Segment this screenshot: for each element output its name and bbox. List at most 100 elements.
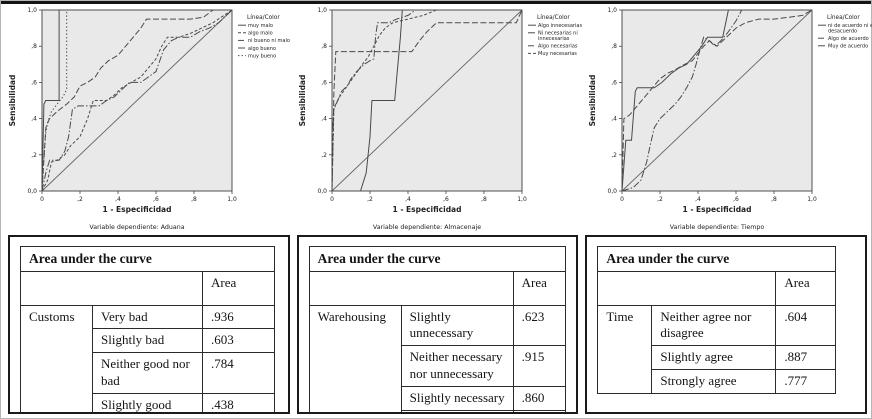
area-column-header: Area — [512, 270, 566, 306]
category-label-cell: Slightly agree — [651, 345, 777, 371]
roc-curve-muy-malo — [41, 9, 232, 192]
header-empty-cell — [308, 270, 514, 306]
x-tick-label: ,6 — [443, 196, 449, 203]
legend-item-label: Muy de acuerdo — [828, 44, 868, 50]
category-label-cell: Very necessary — [400, 410, 514, 412]
area-value-cell: .777 — [775, 369, 837, 395]
area-value-cell: .438 — [201, 393, 276, 412]
y-tick-label: 0,0 — [27, 188, 37, 195]
y-tick-label: 1,0 — [317, 7, 327, 14]
y-tick-label: ,4 — [611, 116, 617, 123]
x-axis-label: 1 - Especificidad — [393, 205, 462, 214]
table-row: Slightly necessary .860 — [309, 386, 566, 411]
group-label-cell: Customs — [20, 304, 93, 412]
x-tick-label: 1,0 — [227, 196, 237, 203]
legend-item-label: ni de acuerdo ni en — [828, 23, 872, 29]
roc-plot-svg: 0 ,2 ,4 ,6 ,8 1,0 0,0 ,2 ,4 ,6 ,8 1,0 1 - Especifici… — [8, 7, 290, 231]
y-tick-label: ,4 — [31, 116, 37, 123]
x-tick-label: 1,0 — [517, 196, 527, 203]
y-tick-label: ,8 — [321, 43, 327, 50]
area-value-cell: .623 — [512, 304, 566, 347]
legend-item-label: Algo de acuerdo — [828, 36, 869, 42]
roc-curve-algo-bueno — [41, 9, 233, 192]
auc-tables-row: Area under the curve Area Customs Very bad.… — [1, 234, 871, 417]
x-tick-label: 0 — [40, 196, 44, 203]
area-value-cell: .784 — [201, 352, 276, 395]
table-row: Warehousing Slightly unnecessary .623 — [308, 304, 566, 412]
category-label-cell: Neither good nor bad — [92, 352, 203, 395]
x-axis-label: 1 - Especificidad — [103, 205, 172, 214]
y-tick-label: 0,0 — [317, 188, 327, 195]
area-column-header: Area — [201, 270, 276, 306]
chart-caption: Variable dependiente: Tiempo — [670, 224, 765, 231]
x-tick-label: ,2 — [77, 196, 83, 203]
y-axis-label: Sensibilidad — [8, 75, 17, 127]
roc-chart-aduana: 0 ,2 ,4 ,6 ,8 1,0 0,0 ,2 ,4 ,6 ,8 1,0 1 - Especifici… — [2, 4, 292, 234]
auc-table: Area under the curve Area Customs Very bad.… — [19, 246, 276, 412]
x-tick-label: 0 — [330, 196, 334, 203]
legend-item-label: Algo innecesarias — [538, 23, 582, 29]
legend-title: Línea/Color — [827, 14, 860, 21]
roc-plot-svg: 0 ,2 ,4 ,6 ,8 1,0 0,0 ,2 ,4 ,6 ,8 1,0 1 - Especifici… — [298, 7, 582, 231]
roc-curve-algo-innecesarias — [332, 9, 522, 192]
legend-item-label: Ni necesarias ni — [538, 31, 578, 37]
table-row: Neither good nor bad .784 — [21, 352, 276, 395]
table-row: Slightly bad .603 — [21, 328, 276, 354]
x-tick-label: ,4 — [405, 196, 411, 203]
table-title: Area under the curve — [308, 246, 566, 272]
legend-item-label: Muy necesarias — [538, 51, 577, 57]
table-row: Neither necessary nor unnecessary .915 — [309, 345, 566, 388]
legend-item-label: innecesarias — [538, 36, 570, 42]
auc-panel-warehousing: Area under the curve Area Warehousing Sligh… — [296, 235, 579, 414]
x-tick-label: ,8 — [191, 196, 197, 203]
category-label-cell: Slightly unnecessary — [400, 304, 514, 347]
x-tick-label: 1,0 — [807, 196, 817, 203]
roc-curve-algo-necesarias — [331, 9, 523, 192]
area-value-cell: .887 — [775, 345, 837, 371]
x-tick-label: ,8 — [771, 196, 777, 203]
auc-table: Area under the curve Area Time Neither agre… — [597, 246, 837, 395]
area-value-cell: .862 — [512, 410, 566, 412]
reference-diagonal — [331, 9, 523, 192]
auc-panel-time: Area under the curve Area Time Neither agre… — [585, 235, 868, 414]
roc-curve-ni-necesarias-ni-innecesarias — [331, 9, 522, 192]
legend-item-label: desacuerdo — [828, 28, 857, 34]
table-row: Very necessary.862 — [309, 410, 566, 412]
category-label-cell: Very bad — [92, 304, 203, 330]
table-row: Customs Very bad .936 — [20, 304, 276, 412]
y-tick-label: ,8 — [31, 43, 37, 50]
x-tick-label: ,6 — [733, 196, 739, 203]
table-row: Time Neither agree nor disagree .604 — [597, 304, 837, 395]
legend-item-label: ni bueno ni malo — [248, 38, 290, 44]
y-tick-label: ,8 — [611, 43, 617, 50]
reference-diagonal — [621, 9, 813, 192]
x-axis-label: 1 - Especificidad — [683, 205, 752, 214]
area-value-cell: .603 — [201, 328, 276, 354]
category-label-cell: Slightly good — [92, 393, 203, 412]
category-label-cell: Neither agree nor disagree — [651, 304, 777, 347]
header-empty-cell — [20, 270, 203, 306]
chart-caption: Variable dependiente: Almacenaje — [373, 224, 481, 231]
x-tick-label: ,8 — [481, 196, 487, 203]
legend-title: Línea/Color — [247, 14, 280, 21]
top-rule — [1, 1, 871, 4]
legend-item-label: muy malo — [248, 23, 273, 29]
y-tick-label: ,6 — [611, 79, 617, 86]
roc-charts-row: 0 ,2 ,4 ,6 ,8 1,0 0,0 ,2 ,4 ,6 ,8 1,0 1 - Especifici… — [1, 4, 872, 234]
area-value-cell: .860 — [512, 386, 566, 411]
y-axis-label: Sensibilidad — [588, 75, 597, 127]
x-tick-label: ,2 — [367, 196, 373, 203]
roc-chart-almacenaje: 0 ,2 ,4 ,6 ,8 1,0 0,0 ,2 ,4 ,6 ,8 1,0 1 - Especifici… — [292, 4, 582, 234]
y-tick-label: ,2 — [31, 152, 37, 159]
area-column-header: Area — [775, 270, 837, 306]
legend-title: Línea/Color — [537, 14, 570, 21]
category-label-cell: Slightly necessary — [400, 386, 514, 411]
y-tick-label: 1,0 — [607, 7, 617, 14]
table-title: Area under the curve — [597, 246, 837, 272]
category-label-cell: Strongly agree — [651, 369, 777, 395]
roc-curve-muy-de-acuerdo — [621, 9, 812, 192]
table-row: Slightly good .438 — [21, 393, 276, 412]
y-tick-label: 1,0 — [27, 7, 37, 14]
legend-item-label: Algo necesarias — [538, 44, 578, 50]
x-tick-label: ,4 — [115, 196, 121, 203]
